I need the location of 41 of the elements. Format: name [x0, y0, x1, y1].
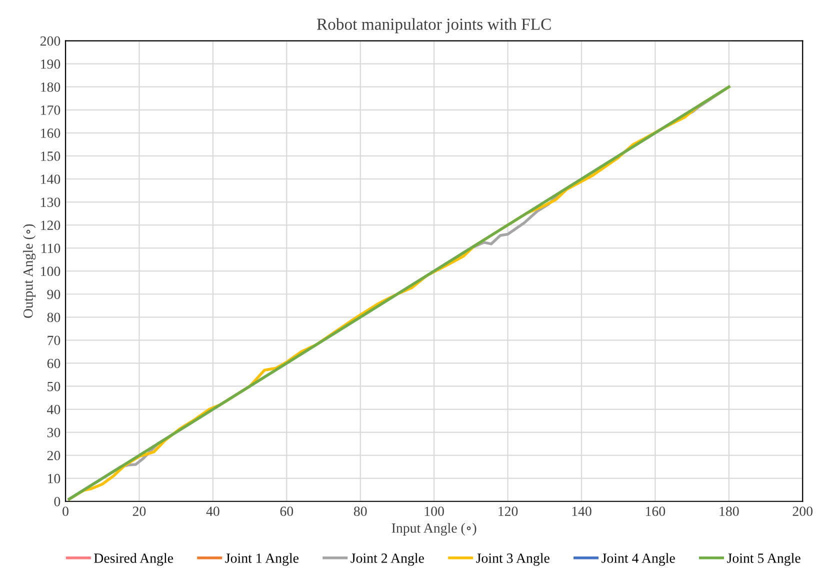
- y-tick-label: 50: [48, 382, 60, 392]
- y-tick-label: 160: [41, 128, 60, 138]
- y-tick-label: 20: [47, 450, 60, 460]
- y-axis-title: Output Angle (∘): [23, 224, 36, 318]
- y-tick-label: 180: [41, 82, 60, 92]
- y-tick-label: 10: [48, 474, 60, 484]
- y-tick-label: 170: [41, 105, 60, 115]
- x-tick-label: 160: [646, 506, 666, 516]
- y-tick-label: 150: [41, 152, 60, 161]
- y-tick-label: 110: [42, 244, 60, 254]
- y-tick-label: 90: [47, 290, 60, 300]
- x-tick-label: 60: [280, 506, 294, 516]
- legend-label: Joint 4 Angle: [602, 553, 675, 566]
- x-axis-title: Input Angle (∘): [392, 523, 476, 536]
- chart-title: Robot manipulator joints with FLC: [316, 18, 551, 34]
- x-tick-label: 120: [498, 506, 518, 516]
- x-tick-label: 180: [720, 506, 739, 516]
- legend-label: Joint 3 Angle: [476, 553, 550, 566]
- x-tick-label: 140: [572, 506, 592, 516]
- legend-label: Desired Angle: [94, 553, 174, 566]
- legend-label: Joint 1 Angle: [225, 553, 298, 566]
- x-tick-label: 80: [354, 506, 367, 516]
- y-tick-label: 120: [41, 220, 60, 230]
- x-tick-label: 20: [132, 506, 146, 516]
- y-tick-label: 70: [48, 336, 60, 346]
- y-tick-label: 130: [41, 198, 60, 207]
- y-tick-label: 200: [40, 36, 60, 46]
- y-tick-label: 140: [41, 174, 60, 184]
- y-tick-label: 190: [41, 59, 60, 69]
- x-tick-label: 40: [206, 506, 220, 516]
- y-tick-label: 100: [41, 266, 60, 276]
- y-tick-label: 80: [47, 312, 60, 322]
- y-tick-label: 60: [47, 358, 60, 368]
- legend-label: Joint 2 Angle: [350, 553, 424, 566]
- legend-label: Joint 5 Angle: [727, 553, 800, 566]
- x-tick-label: 0: [62, 506, 68, 516]
- x-tick-label: 200: [792, 506, 813, 516]
- y-tick-label: 40: [47, 404, 60, 414]
- y-tick-label: 30: [47, 428, 60, 438]
- x-tick-label: 100: [424, 506, 444, 516]
- y-tick-label: 0: [54, 496, 60, 506]
